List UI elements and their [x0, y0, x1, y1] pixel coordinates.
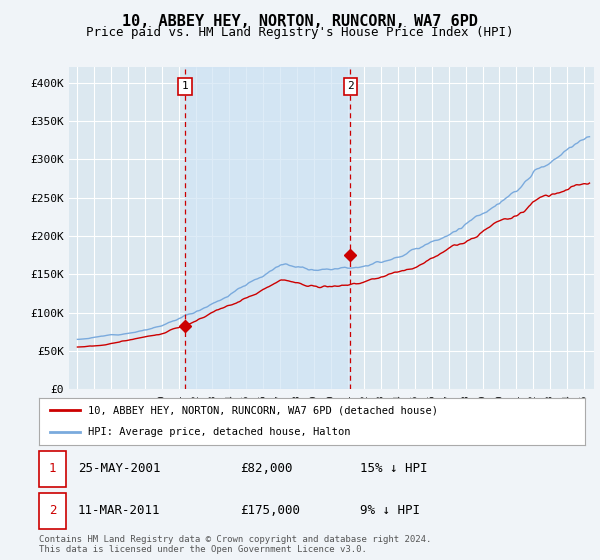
Text: 1: 1	[182, 81, 188, 91]
Text: 11-MAR-2011: 11-MAR-2011	[78, 505, 161, 517]
Text: 10, ABBEY HEY, NORTON, RUNCORN, WA7 6PD: 10, ABBEY HEY, NORTON, RUNCORN, WA7 6PD	[122, 14, 478, 29]
Text: £175,000: £175,000	[240, 505, 300, 517]
Text: HPI: Average price, detached house, Halton: HPI: Average price, detached house, Halt…	[88, 427, 350, 437]
Text: 10, ABBEY HEY, NORTON, RUNCORN, WA7 6PD (detached house): 10, ABBEY HEY, NORTON, RUNCORN, WA7 6PD …	[88, 405, 438, 416]
Text: 25-MAY-2001: 25-MAY-2001	[78, 463, 161, 475]
Text: 2: 2	[347, 81, 354, 91]
Text: 1: 1	[49, 463, 56, 475]
Text: 9% ↓ HPI: 9% ↓ HPI	[360, 505, 420, 517]
Bar	[185, 67, 350, 389]
Text: £82,000: £82,000	[240, 463, 293, 475]
Text: Contains HM Land Registry data © Crown copyright and database right 2024.
This d: Contains HM Land Registry data © Crown c…	[39, 535, 431, 554]
Text: Price paid vs. HM Land Registry's House Price Index (HPI): Price paid vs. HM Land Registry's House …	[86, 26, 514, 39]
Text: 2: 2	[49, 505, 56, 517]
Text: 15% ↓ HPI: 15% ↓ HPI	[360, 463, 427, 475]
